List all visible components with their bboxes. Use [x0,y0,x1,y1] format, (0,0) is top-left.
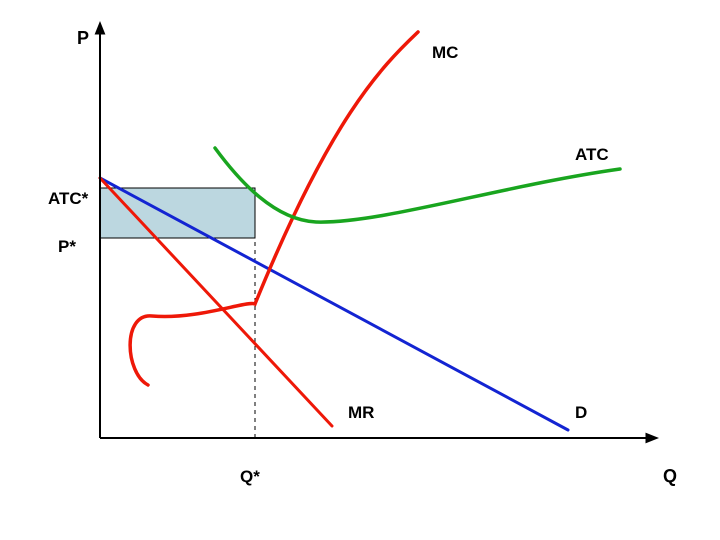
q-star-label: Q* [240,467,260,486]
mc-label: MC [432,43,458,62]
y-axis-label: P [77,28,89,48]
p-star-label: P* [58,237,76,256]
atc-label: ATC [575,145,609,164]
chart-background [0,0,720,540]
economics-chart: P Q MC ATC ATC* P* MR D Q* [0,0,720,540]
d-label: D [575,403,587,422]
x-axis-label: Q [663,466,677,486]
shaded-region [100,188,255,238]
mr-label: MR [348,403,374,422]
atc-star-label: ATC* [48,189,89,208]
